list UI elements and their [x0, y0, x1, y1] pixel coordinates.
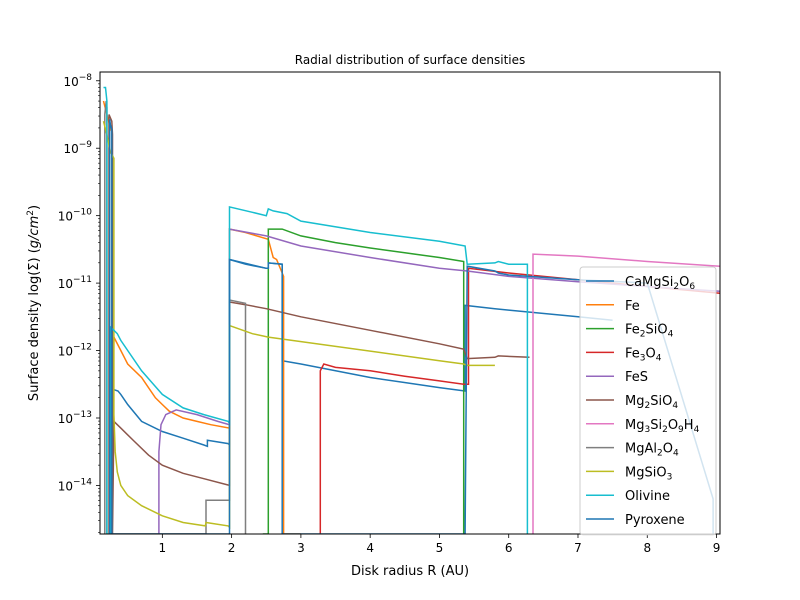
- series-line-6: [532, 253, 720, 534]
- legend-label: FeS: [625, 370, 648, 385]
- series-line-4: [158, 228, 720, 534]
- series-line-10: [108, 119, 714, 534]
- x-tick-label: 8: [643, 541, 651, 555]
- legend-label: Mg3Si2O9H4: [625, 418, 700, 435]
- series-layer: [102, 86, 720, 534]
- legend-box: [579, 266, 717, 536]
- series-line-0: [109, 258, 613, 534]
- series-line-1: [102, 100, 301, 534]
- legend-label: Pyroxene: [625, 513, 685, 528]
- x-tick-label: 7: [574, 541, 582, 555]
- y-tick-label: 10−13: [58, 410, 92, 426]
- legend: CaMgSi2O6 Fe Fe2SiO4 Fe3O4 FeS Mg2SiO4 Mg3Si2O…: [579, 266, 717, 536]
- y-tick-label: 10−9: [63, 140, 92, 156]
- series-line-7: [104, 100, 247, 534]
- legend-label: Fe2SiO4: [625, 323, 674, 340]
- legend-label: MgSiO3: [625, 465, 672, 482]
- x-axis: 1 2 3 4 5 6 7 8 9: [159, 534, 721, 555]
- x-tick-label: 4: [366, 541, 374, 555]
- legend-label: MgAl2O4: [625, 442, 679, 459]
- y-tick-label: 10−11: [58, 275, 92, 291]
- y-axis-label: Surface density log(Σ) (g/cm2): [26, 205, 42, 401]
- y-tick-label: 10−10: [58, 208, 93, 224]
- series-line-8: [102, 121, 495, 530]
- legend-label: Fe: [625, 299, 640, 314]
- series-line-2: [262, 228, 465, 534]
- y-tick-label: 10−8: [63, 73, 92, 89]
- x-axis-label: Disk radius R (AU): [351, 564, 469, 579]
- x-tick-label: 2: [228, 541, 236, 555]
- legend-label: Olivine: [625, 489, 670, 504]
- y-tick-label: 10−14: [58, 477, 93, 493]
- y-tick-label: 10−12: [58, 343, 92, 359]
- x-tick-label: 5: [436, 541, 444, 555]
- legend-label: CaMgSi2O6: [625, 275, 695, 292]
- x-tick-label: 1: [159, 541, 167, 555]
- y-axis: 10−14 10−13 10−12 10−11 10−10 10−9 10−8: [58, 73, 100, 533]
- x-tick-label: 9: [713, 541, 721, 555]
- legend-label: Fe3O4: [625, 346, 662, 363]
- chart-title: Radial distribution of surface densities: [295, 53, 526, 67]
- legend-label: Mg2SiO4: [625, 394, 678, 411]
- plot-frame: [99, 71, 721, 535]
- x-tick-label: 6: [505, 541, 513, 555]
- x-tick-label: 3: [297, 541, 305, 555]
